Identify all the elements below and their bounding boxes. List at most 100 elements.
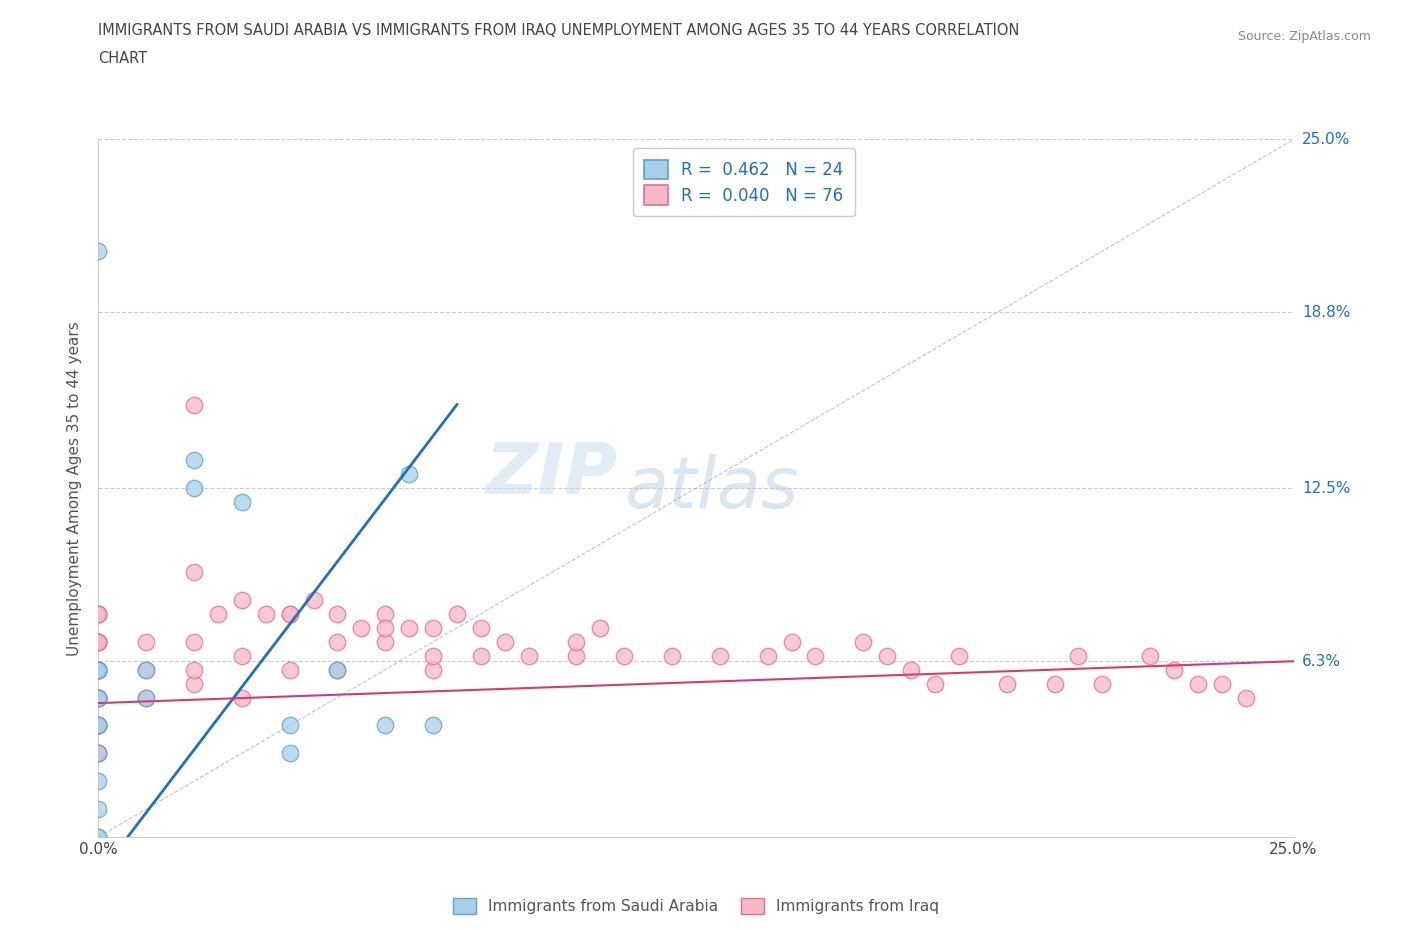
Point <box>374 606 396 621</box>
Point <box>326 606 349 621</box>
Point <box>87 718 110 733</box>
Point <box>422 620 444 635</box>
Point <box>661 648 683 663</box>
Point <box>87 662 110 677</box>
Point <box>613 648 636 663</box>
Text: ZIP: ZIP <box>486 440 619 509</box>
Point <box>517 648 540 663</box>
Point <box>87 606 110 621</box>
Point <box>398 620 420 635</box>
Point <box>87 830 110 844</box>
Point <box>995 676 1018 691</box>
Point <box>446 606 468 621</box>
Point <box>231 690 253 705</box>
Point <box>422 718 444 733</box>
Point <box>183 481 205 496</box>
Point <box>1211 676 1233 691</box>
Point <box>374 718 396 733</box>
Point <box>87 634 110 649</box>
Point <box>326 662 349 677</box>
Point <box>135 662 157 677</box>
Point <box>183 565 205 579</box>
Point <box>1163 662 1185 677</box>
Point <box>565 634 588 649</box>
Point <box>183 676 205 691</box>
Point <box>135 690 157 705</box>
Point <box>87 746 110 761</box>
Point <box>278 718 301 733</box>
Point <box>87 690 110 705</box>
Point <box>87 802 110 817</box>
Point <box>135 662 157 677</box>
Point <box>231 495 253 510</box>
Point <box>374 634 396 649</box>
Point <box>87 662 110 677</box>
Point <box>183 397 205 412</box>
Point <box>302 592 325 607</box>
Point <box>709 648 731 663</box>
Point <box>183 453 205 468</box>
Point <box>804 648 827 663</box>
Point <box>87 634 110 649</box>
Text: 25.0%: 25.0% <box>1302 132 1350 147</box>
Point <box>87 830 110 844</box>
Point <box>278 606 301 621</box>
Point <box>87 746 110 761</box>
Point <box>87 662 110 677</box>
Point <box>780 634 803 649</box>
Point <box>135 690 157 705</box>
Point <box>87 662 110 677</box>
Point <box>1067 648 1090 663</box>
Text: 12.5%: 12.5% <box>1302 481 1350 496</box>
Point <box>87 718 110 733</box>
Point <box>422 662 444 677</box>
Point <box>183 634 205 649</box>
Point <box>87 690 110 705</box>
Point <box>470 620 492 635</box>
Point <box>87 690 110 705</box>
Point <box>254 606 277 621</box>
Point <box>1187 676 1209 691</box>
Point <box>470 648 492 663</box>
Point <box>326 634 349 649</box>
Point <box>876 648 898 663</box>
Point <box>278 746 301 761</box>
Point <box>87 746 110 761</box>
Text: Source: ZipAtlas.com: Source: ZipAtlas.com <box>1237 30 1371 43</box>
Point <box>231 648 253 663</box>
Point <box>231 592 253 607</box>
Point <box>756 648 779 663</box>
Point <box>87 662 110 677</box>
Point <box>422 648 444 663</box>
Point <box>87 690 110 705</box>
Point <box>87 690 110 705</box>
Text: CHART: CHART <box>98 51 148 66</box>
Point <box>87 606 110 621</box>
Point <box>589 620 612 635</box>
Text: atlas: atlas <box>624 454 799 523</box>
Point <box>278 606 301 621</box>
Point <box>87 718 110 733</box>
Point <box>87 662 110 677</box>
Point <box>87 718 110 733</box>
Text: 18.8%: 18.8% <box>1302 305 1350 320</box>
Point <box>326 662 349 677</box>
Point <box>278 662 301 677</box>
Point <box>87 244 110 259</box>
Point <box>494 634 516 649</box>
Point <box>1091 676 1114 691</box>
Text: 6.3%: 6.3% <box>1302 654 1341 669</box>
Point <box>1043 676 1066 691</box>
Point <box>948 648 970 663</box>
Text: IMMIGRANTS FROM SAUDI ARABIA VS IMMIGRANTS FROM IRAQ UNEMPLOYMENT AMONG AGES 35 : IMMIGRANTS FROM SAUDI ARABIA VS IMMIGRAN… <box>98 23 1019 38</box>
Point <box>1234 690 1257 705</box>
Point <box>565 648 588 663</box>
Point <box>87 718 110 733</box>
Point <box>87 634 110 649</box>
Point <box>87 606 110 621</box>
Y-axis label: Unemployment Among Ages 35 to 44 years: Unemployment Among Ages 35 to 44 years <box>67 321 83 656</box>
Point <box>398 467 420 482</box>
Point <box>900 662 922 677</box>
Point <box>87 634 110 649</box>
Point <box>207 606 229 621</box>
